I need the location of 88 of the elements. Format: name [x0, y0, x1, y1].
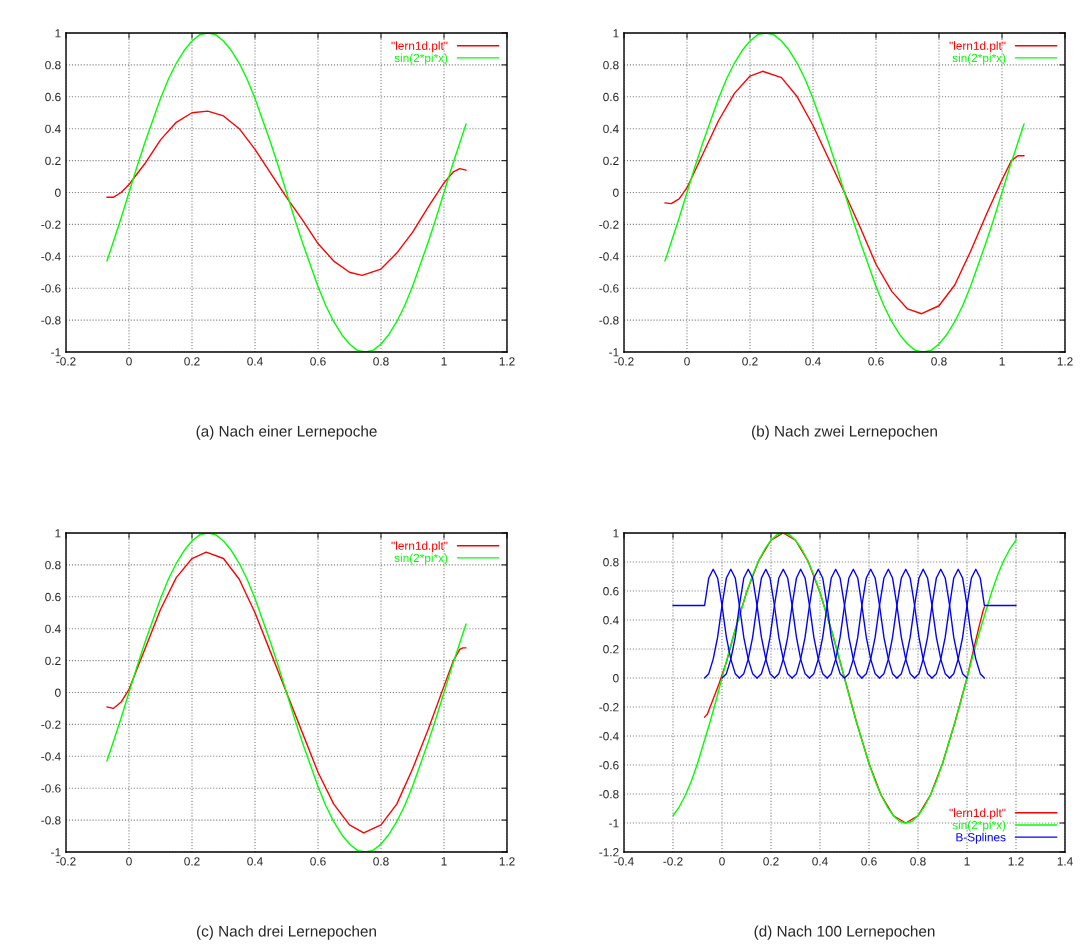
x-tick-label: 1 — [999, 357, 1005, 366]
y-tick-label: 0.2 — [603, 645, 619, 654]
x-tick-label: 1 — [964, 857, 970, 866]
x-tick-label: 0.8 — [931, 357, 947, 366]
legend-label: "lern1d.plt" — [391, 41, 448, 53]
x-tick-label: 0.6 — [310, 357, 326, 366]
y-tick-label: 0.8 — [45, 560, 61, 570]
y-tick-label: -0.4 — [599, 732, 619, 741]
y-tick-label: 1 — [55, 529, 61, 538]
y-tick-label: -0.2 — [41, 720, 61, 729]
x-tick-label: 0 — [684, 357, 690, 366]
y-tick-label: 0 — [613, 674, 619, 683]
x-tick-label: 0.6 — [861, 857, 877, 866]
y-tick-label: -0.4 — [41, 752, 61, 761]
x-tick-label: 0.6 — [310, 857, 326, 866]
x-tick-label: 0.4 — [812, 857, 828, 866]
x-tick-label: 0.2 — [184, 857, 200, 866]
y-tick-label: -0.6 — [41, 784, 61, 793]
x-tick-label: 0.6 — [868, 357, 884, 366]
y-tick-label: 0 — [55, 688, 61, 697]
y-tick-label: -0.6 — [41, 284, 61, 293]
x-tick-label: 0.4 — [247, 857, 263, 866]
x-tick-label: 0.2 — [763, 857, 779, 866]
y-tick-label: -1 — [51, 348, 61, 357]
x-tick-label: 0 — [126, 357, 132, 366]
x-tick-label: 1 — [441, 857, 447, 866]
y-tick-label: 0.4 — [603, 124, 619, 134]
y-tick-label: 1 — [613, 529, 619, 538]
legend-label: sin(2*pi*x) — [394, 553, 448, 565]
y-tick-label: 0.6 — [45, 92, 61, 102]
y-tick-label: -1.2 — [599, 848, 619, 857]
text: (c) Nach drei Lernepochen — [197, 925, 376, 940]
x-tick-label: 0.8 — [910, 857, 926, 866]
y-tick-label: 0.4 — [45, 624, 61, 634]
x-tick-label: 1.4 — [1057, 857, 1073, 866]
legend-label: B-Splines — [956, 832, 1006, 844]
y-tick-label: -1 — [609, 348, 619, 357]
legend-label: sin(2*pi*x) — [394, 53, 448, 65]
x-tick-label: 0 — [126, 857, 132, 866]
x-tick-label: 1.2 — [1008, 857, 1024, 866]
y-tick-label: 1 — [613, 29, 619, 38]
x-tick-label: 0.4 — [805, 357, 821, 366]
x-tick-label: 0.2 — [742, 357, 758, 366]
legend-label: sin(2*pi*x) — [952, 53, 1006, 65]
y-tick-label: -1 — [609, 819, 619, 828]
x-tick-label: 0.2 — [184, 357, 200, 366]
text: (d) Nach 100 Lernepochen — [754, 925, 935, 940]
legend-label: "lern1d.plt" — [949, 808, 1006, 820]
y-tick-label: -0.8 — [599, 316, 619, 325]
y-tick-label: 0.4 — [603, 616, 619, 625]
text: (b) Nach zwei Lernepochen — [752, 425, 937, 440]
y-tick-label: 0.8 — [603, 60, 619, 70]
y-tick-label: -0.8 — [41, 816, 61, 825]
y-tick-label: 0 — [613, 188, 619, 197]
legend-label: sin(2*pi*x) — [952, 820, 1006, 832]
text: (a) Nach einer Lernepoche — [196, 425, 377, 440]
y-tick-label: 0.2 — [603, 156, 619, 165]
y-tick-label: -1 — [51, 848, 61, 857]
y-tick-label: 0.8 — [603, 558, 619, 567]
y-tick-label: -0.2 — [41, 220, 61, 229]
x-tick-label: -0.2 — [663, 857, 683, 866]
x-tick-label: 0.4 — [247, 357, 263, 366]
y-tick-label: 0.2 — [45, 656, 61, 665]
legend-label: "lern1d.plt" — [949, 41, 1006, 53]
y-tick-label: -0.2 — [599, 703, 619, 712]
y-tick-label: 0.6 — [45, 592, 61, 602]
y-tick-label: -0.6 — [599, 761, 619, 770]
x-tick-label: 1 — [441, 357, 447, 366]
x-tick-label: 0.8 — [373, 357, 389, 366]
y-tick-label: 0.2 — [45, 156, 61, 165]
x-tick-label: 0.8 — [373, 857, 389, 866]
y-tick-label: 0.6 — [603, 587, 619, 596]
y-tick-label: -0.6 — [599, 284, 619, 293]
y-tick-label: 0.6 — [603, 92, 619, 102]
legend-label: "lern1d.plt" — [391, 541, 448, 553]
x-tick-label: 1.2 — [1057, 357, 1073, 366]
y-tick-label: -0.8 — [41, 316, 61, 325]
y-tick-label: 0 — [55, 188, 61, 197]
x-tick-label: 1.2 — [499, 857, 515, 866]
y-tick-label: 1 — [55, 29, 61, 38]
y-tick-label: 0.8 — [45, 60, 61, 70]
x-tick-label: 0 — [719, 857, 725, 866]
y-tick-label: -0.4 — [41, 252, 61, 261]
y-tick-label: 0.4 — [45, 124, 61, 134]
y-tick-label: -0.4 — [599, 252, 619, 261]
x-tick-label: 1.2 — [499, 357, 515, 366]
y-tick-label: -0.8 — [599, 790, 619, 799]
y-tick-label: -0.2 — [599, 220, 619, 229]
